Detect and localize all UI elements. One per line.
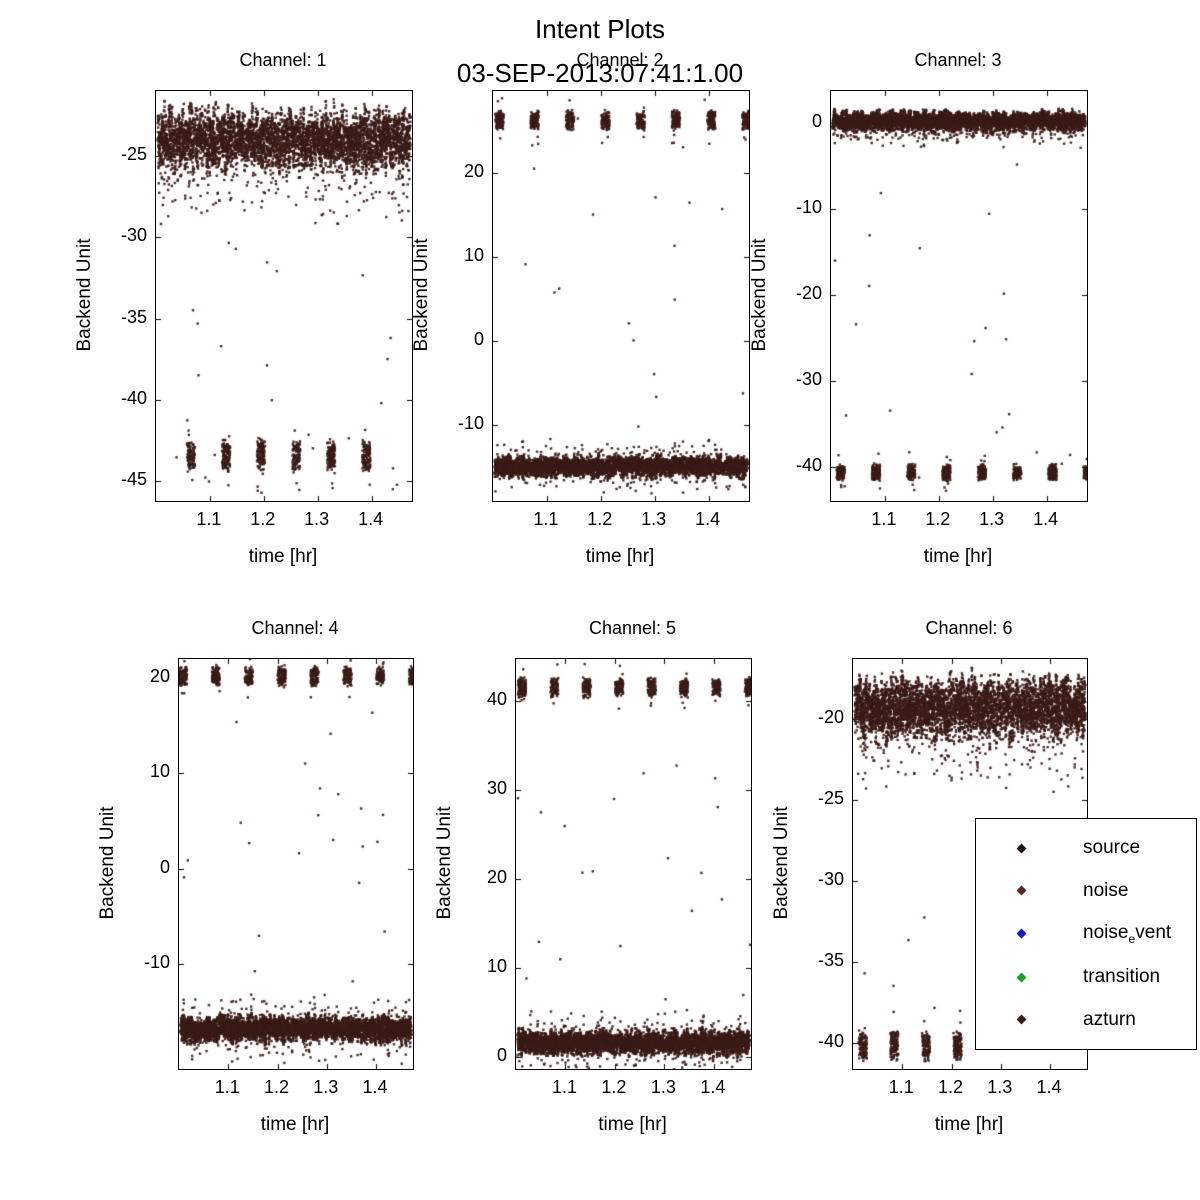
x-tick-label: 1.3	[313, 1077, 339, 1097]
y-tick-label: 0	[159, 856, 170, 877]
y-tick-label: -25	[120, 144, 147, 165]
y-tick-label: 0	[496, 1045, 507, 1066]
channel-1-scatter-canvas	[155, 90, 413, 502]
y-tick-label: -30	[795, 368, 822, 389]
figure-title: Intent Plots	[534, 14, 666, 44]
legend-item-noise: noise	[976, 880, 1196, 902]
y-tick-label: -25	[817, 787, 844, 808]
y-tick-label: -30	[120, 225, 147, 246]
y-tick-label: -40	[817, 1031, 844, 1052]
y-axis-label: Backend Unit	[771, 806, 792, 920]
y-tick-label: -20	[817, 706, 844, 727]
channel-3-scatter-canvas	[830, 90, 1088, 502]
y-axis-label: Backend Unit	[434, 806, 455, 920]
subplot-title-channel-3: Channel: 3	[914, 50, 1002, 70]
y-tick-label: 10	[463, 245, 484, 266]
y-tick-label: 30	[486, 778, 507, 799]
y-axis-label: Backend Unit	[97, 806, 118, 920]
x-tick-label: 1.2	[938, 1077, 964, 1097]
y-tick-label: 10	[486, 956, 507, 977]
y-tick-label: -45	[120, 469, 147, 490]
channel-5-scatter-canvas	[515, 658, 752, 1070]
legend-diamond-marker-icon	[1016, 1014, 1027, 1025]
x-tick-label: 1.2	[264, 1077, 290, 1097]
x-axis-label: time [hr]	[598, 1114, 667, 1135]
y-tick-label: 20	[463, 161, 484, 182]
x-axis-label: time [hr]	[923, 546, 993, 567]
x-tick-label: 1.1	[888, 1077, 914, 1097]
legend: source noise noiseevent transition azturn	[975, 818, 1197, 1050]
y-tick-label: 0	[811, 110, 822, 131]
x-tick-label: 1.4	[700, 1077, 726, 1097]
x-tick-label: 1.2	[250, 509, 276, 529]
legend-label: azturn	[1083, 1008, 1136, 1030]
x-tick-label: 1.4	[1033, 509, 1059, 529]
x-tick-label: 1.1	[196, 509, 222, 529]
x-tick-label: 1.3	[650, 1077, 676, 1097]
channel-4-scatter-canvas	[178, 658, 414, 1070]
legend-label: noise	[1083, 879, 1129, 901]
y-axis-label: Backend Unit	[411, 238, 432, 352]
y-tick-label: -10	[457, 413, 484, 434]
x-tick-label: 1.2	[925, 509, 951, 529]
x-axis-label: time [hr]	[260, 1114, 330, 1135]
y-tick-label: 0	[473, 329, 484, 350]
x-tick-label: 1.3	[987, 1077, 1013, 1097]
x-axis-label: time [hr]	[248, 546, 318, 567]
x-tick-label: 1.1	[551, 1077, 577, 1097]
legend-label: transition	[1083, 966, 1161, 988]
x-axis-label: time [hr]	[934, 1114, 1004, 1135]
x-tick-label: 1.3	[641, 509, 667, 529]
subplot-title-channel-1: Channel: 1	[239, 50, 327, 70]
x-tick-label: 1.2	[601, 1077, 627, 1097]
y-axis-label: Backend Unit	[749, 238, 770, 352]
y-tick-label: 10	[149, 761, 170, 782]
y-tick-label: 20	[149, 666, 170, 687]
x-tick-label: 1.2	[587, 509, 613, 529]
x-tick-label: 1.4	[1036, 1077, 1062, 1097]
legend-label: source	[1083, 837, 1141, 859]
y-tick-label: -40	[120, 388, 147, 409]
y-tick-label: -35	[817, 950, 844, 971]
legend-diamond-marker-icon	[1016, 929, 1027, 939]
x-axis-label: time [hr]	[585, 546, 655, 567]
subplot-title-channel-5: Channel: 5	[588, 618, 677, 638]
x-tick-label: 1.1	[214, 1077, 240, 1097]
x-tick-label: 1.3	[979, 509, 1005, 529]
legend-diamond-marker-icon	[1016, 843, 1027, 854]
y-tick-label: -10	[795, 196, 822, 217]
x-tick-label: 1.4	[695, 509, 721, 529]
x-tick-label: 1.3	[304, 509, 330, 529]
y-tick-label: -40	[795, 454, 822, 475]
x-tick-label: 1.4	[358, 509, 384, 529]
subplot-title-channel-2: Channel: 2	[576, 50, 664, 70]
y-tick-label: 20	[486, 867, 507, 888]
legend-item-azturn: azturn	[976, 1009, 1196, 1031]
y-tick-label: -30	[817, 869, 844, 890]
figure-subtitle: 03-SEP-2013:07:41:1.00	[456, 58, 744, 88]
legend-diamond-marker-icon	[1016, 885, 1027, 896]
legend-item-noiseevent: noiseevent	[976, 922, 1196, 946]
subplot-title-channel-4: Channel: 4	[251, 618, 339, 638]
x-tick-label: 1.4	[362, 1077, 388, 1097]
y-axis-label: Backend Unit	[74, 238, 95, 352]
legend-item-transition: transition	[976, 966, 1196, 988]
subplot-title-channel-6: Channel: 6	[925, 618, 1013, 638]
legend-item-source: source	[976, 837, 1196, 859]
y-tick-label: 40	[486, 688, 507, 709]
y-tick-label: -35	[120, 306, 147, 327]
legend-diamond-marker-icon	[1016, 972, 1027, 983]
x-tick-label: 1.1	[871, 509, 897, 529]
x-tick-label: 1.1	[533, 509, 559, 529]
y-tick-label: -20	[795, 282, 822, 303]
y-tick-label: -10	[143, 952, 170, 973]
channel-2-scatter-canvas	[492, 90, 750, 502]
legend-label: noiseevent	[1083, 922, 1172, 946]
